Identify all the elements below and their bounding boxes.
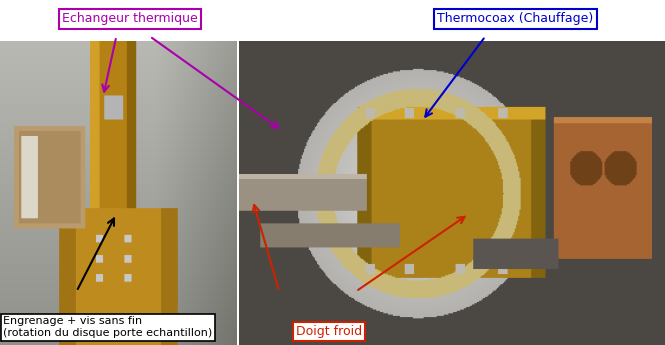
Text: Engrenage + vis sans fin
(rotation du disque porte echantillon): Engrenage + vis sans fin (rotation du di… <box>3 316 213 338</box>
Text: Thermocoax (Chauffage): Thermocoax (Chauffage) <box>438 12 593 26</box>
Text: Echangeur thermique: Echangeur thermique <box>62 12 198 26</box>
Text: Doigt froid: Doigt froid <box>296 325 362 338</box>
